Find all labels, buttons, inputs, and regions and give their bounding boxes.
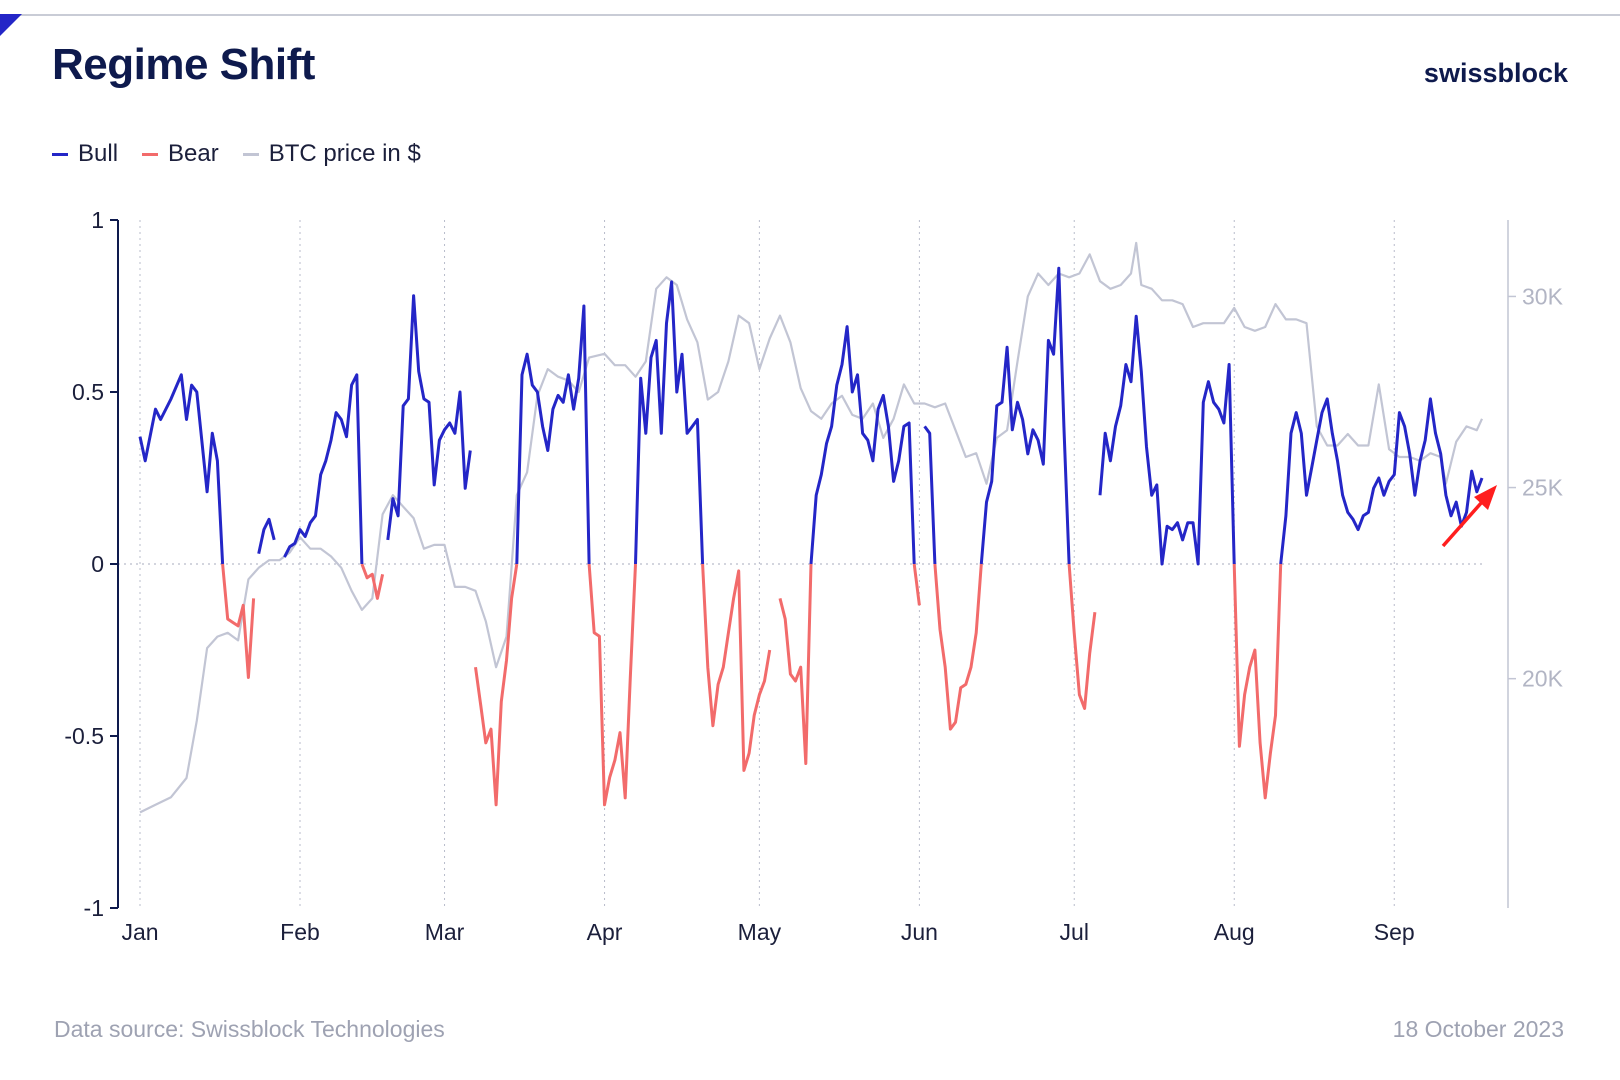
bear-regime-line xyxy=(587,563,637,807)
legend-item-bull: Bull xyxy=(52,140,118,168)
x-axis-tick-label: Jan xyxy=(121,919,158,945)
bear-regime-line xyxy=(701,563,772,772)
left-axis-tick-label: 1 xyxy=(91,207,104,233)
bear-regime-line xyxy=(933,563,983,731)
trend-arrow-shaft xyxy=(1441,500,1484,548)
legend: Bull Bear BTC price in $ xyxy=(52,140,421,168)
bear-regime-line xyxy=(1067,563,1097,710)
bull-regime-line xyxy=(1279,397,1484,565)
legend-swatch-btc xyxy=(242,152,259,156)
brand-logo: swissblock xyxy=(1423,58,1568,88)
left-axis-tick-label: 0 xyxy=(91,551,104,577)
bull-regime-line xyxy=(257,517,276,555)
x-axis-tick-label: Jul xyxy=(1060,919,1089,945)
legend-item-bear: Bear xyxy=(142,140,219,168)
bull-regime-line xyxy=(979,266,1071,565)
left-axis-tick-label: -0.5 xyxy=(64,723,104,749)
bull-regime-line xyxy=(634,280,705,565)
left-axis-tick-label: 0.5 xyxy=(72,379,104,405)
legend-swatch-bear xyxy=(142,152,159,156)
bull-regime-line xyxy=(923,425,937,565)
bear-regime-line xyxy=(912,563,921,606)
left-axis-tick-label: -1 xyxy=(84,895,104,921)
trend-arrow-head xyxy=(1474,485,1497,510)
bull-regime-line xyxy=(1098,314,1236,566)
x-axis-tick-label: Aug xyxy=(1214,919,1255,945)
right-axis-tick-label: 25K xyxy=(1522,475,1564,501)
bear-regime-line xyxy=(474,563,519,807)
x-axis-tick-label: Feb xyxy=(280,919,320,945)
chart-title: Regime Shift xyxy=(52,40,315,89)
x-axis-tick-label: Apr xyxy=(587,919,623,945)
report-date: 18 October 2023 xyxy=(1392,1016,1564,1042)
bull-regime-line xyxy=(283,373,364,565)
x-axis-tick-label: Jun xyxy=(901,919,938,945)
bear-regime-line xyxy=(360,563,385,600)
bull-regime-line xyxy=(809,325,916,565)
x-axis-tick-label: May xyxy=(738,919,782,945)
top-rule xyxy=(0,14,1620,16)
bull-regime-line xyxy=(386,294,472,541)
x-axis-tick-label: Sep xyxy=(1374,919,1415,945)
bear-regime-line xyxy=(1232,563,1283,800)
bull-regime-line xyxy=(515,304,591,565)
bear-regime-line xyxy=(221,563,256,679)
x-axis-tick-label: Mar xyxy=(425,919,465,945)
bull-regime-line xyxy=(138,373,225,565)
corner-accent xyxy=(0,14,22,36)
legend-swatch-bull xyxy=(52,152,68,156)
legend-item-btc: BTC price in $ xyxy=(242,140,421,168)
legend-label-bull: Bull xyxy=(78,140,119,167)
legend-label-btc: BTC price in $ xyxy=(268,140,421,167)
right-axis-tick-label: 20K xyxy=(1522,666,1564,692)
right-axis-tick-label: 30K xyxy=(1522,283,1564,309)
data-source: Data source: Swissblock Technologies xyxy=(54,1016,445,1042)
btc-price-line xyxy=(139,241,1484,814)
legend-label-bear: Bear xyxy=(168,140,219,167)
chart-plot: 1 0.5 0 -0.5 -1 30K 25K 20K Jan Feb Mar Apr May Jun Ju… xyxy=(64,207,1564,945)
bear-regime-line xyxy=(778,563,813,765)
